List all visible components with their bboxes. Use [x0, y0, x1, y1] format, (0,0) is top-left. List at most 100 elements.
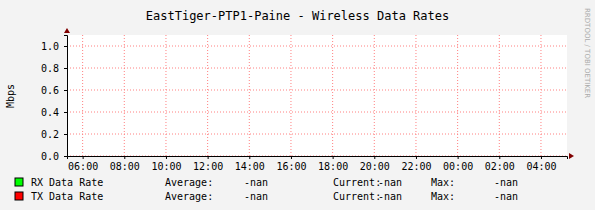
legend-swatch	[15, 178, 23, 186]
grid-line-x	[332, 35, 333, 156]
legend-stat-label: Max:	[431, 177, 455, 188]
legend-label: TX Data Rate	[31, 191, 103, 202]
x-tick-mark	[249, 156, 250, 159]
x-tick-mark	[208, 156, 209, 159]
x-tick-label: 16:00	[276, 161, 306, 172]
grid-line-x	[82, 35, 83, 156]
legend-entry: RX Data RateAverage:-nanCurrent:-nanMax:…	[15, 177, 518, 188]
background	[0, 0, 595, 210]
y-tick: 0.6	[41, 85, 67, 96]
y-tick-label: 0.8	[41, 63, 59, 74]
y-tick-label: 1.0	[41, 41, 59, 52]
grid-line-y	[67, 112, 567, 113]
x-tick-label: 02:00	[485, 161, 515, 172]
x-tick: 12:00	[193, 156, 223, 172]
legend-label: RX Data Rate	[31, 177, 103, 188]
legend-stat-value: -nan	[244, 191, 268, 202]
x-tick-mark	[458, 156, 459, 159]
grid-line-x	[415, 35, 416, 156]
y-tick-label: 0.4	[41, 107, 59, 118]
grid-line-x	[249, 35, 250, 156]
x-tick-label: 14:00	[235, 161, 265, 172]
y-tick-mark	[64, 68, 67, 69]
x-tick-label: 18:00	[318, 161, 348, 172]
x-tick-label: 20:00	[360, 161, 390, 172]
x-axis-line	[68, 157, 568, 160]
x-tick: 22:00	[401, 156, 431, 172]
x-tick: 00:00	[443, 156, 473, 172]
y-tick: 0.8	[41, 63, 67, 74]
y-arrow	[64, 28, 70, 33]
legend-stat-value: -nan	[378, 177, 402, 188]
y-tick-mark	[64, 90, 67, 91]
x-tick-mark	[124, 156, 125, 159]
y-tick-label: 0.0	[41, 151, 59, 162]
x-tick: 04:00	[526, 156, 556, 172]
legend-stat-label: Current:	[333, 177, 381, 188]
x-tick-label: 00:00	[443, 161, 473, 172]
x-tick-label: 06:00	[68, 161, 98, 172]
grid-line-x	[207, 35, 208, 156]
x-arrow	[569, 153, 574, 159]
x-tick-mark	[499, 156, 500, 159]
x-tick: 06:00	[68, 156, 98, 172]
y-tick: 0.0	[41, 151, 67, 162]
legend-stat-value: -nan	[244, 177, 268, 188]
legend-stat-label: Average:	[165, 191, 213, 202]
y-tick-mark	[64, 112, 67, 113]
grid-line-y	[67, 134, 567, 135]
legend-swatch	[15, 192, 23, 200]
x-tick-mark	[374, 156, 375, 159]
x-tick: 10:00	[151, 156, 181, 172]
grid-line-y	[67, 90, 567, 91]
grid-line-x	[124, 35, 125, 156]
x-tick: 20:00	[360, 156, 390, 172]
x-tick-mark	[333, 156, 334, 159]
x-tick-mark	[541, 156, 542, 159]
title: EastTiger-PTP1-Paine - Wireless Data Rat…	[146, 9, 449, 23]
x-axis: 06:00 08:00 10:00 12:00 14:00 16:00 18:00 20:00…	[68, 156, 568, 172]
x-tick-mark	[83, 156, 84, 159]
x-tick-mark	[416, 156, 417, 159]
y-axis: 0.0 0.2 0.4 0.6 0.8 1.0	[41, 36, 68, 162]
grid-line-x	[374, 35, 375, 156]
x-tick-label: 12:00	[193, 161, 223, 172]
legend-stat-value: -nan	[494, 191, 518, 202]
grid-line-x	[165, 35, 166, 156]
grid-line-x	[457, 35, 458, 156]
grid-line-y	[67, 46, 567, 47]
x-tick: 02:00	[485, 156, 515, 172]
grid-line-x	[290, 35, 291, 156]
y-tick-label: 0.6	[41, 85, 59, 96]
legend-stat-label: Max:	[431, 191, 455, 202]
y-tick-mark	[64, 46, 67, 47]
x-tick: 14:00	[235, 156, 265, 172]
x-tick-mark	[166, 156, 167, 159]
legend-stat-value: -nan	[494, 177, 518, 188]
y-tick: 0.2	[41, 129, 67, 140]
grid-line-y	[67, 68, 567, 69]
x-tick: 18:00	[318, 156, 348, 172]
x-tick-label: 22:00	[401, 161, 431, 172]
grid-line-x	[499, 35, 500, 156]
grid	[67, 35, 567, 156]
y-tick: 0.4	[41, 107, 67, 118]
y-tick-mark	[64, 134, 67, 135]
x-tick: 08:00	[110, 156, 140, 172]
x-tick-mark	[291, 156, 292, 159]
y-axis-title: Mbps	[5, 84, 16, 108]
x-tick-label: 04:00	[526, 161, 556, 172]
y-tick-label: 0.2	[41, 129, 59, 140]
y-tick-mark	[64, 156, 67, 157]
watermark: RRDTOOL / TOBI OETIKER	[583, 8, 591, 98]
legend-stat-label: Average:	[165, 177, 213, 188]
legend-stat-label: Current:	[333, 191, 381, 202]
plot-area	[67, 35, 567, 156]
grid-line-x	[540, 35, 541, 156]
x-tick-label: 08:00	[110, 161, 140, 172]
x-tick: 16:00	[276, 156, 306, 172]
y-tick: 1.0	[41, 41, 67, 52]
legend-stat-value: -nan	[378, 191, 402, 202]
x-tick-label: 10:00	[151, 161, 181, 172]
legend-entry: TX Data RateAverage:-nanCurrent:-nanMax:…	[15, 191, 518, 202]
